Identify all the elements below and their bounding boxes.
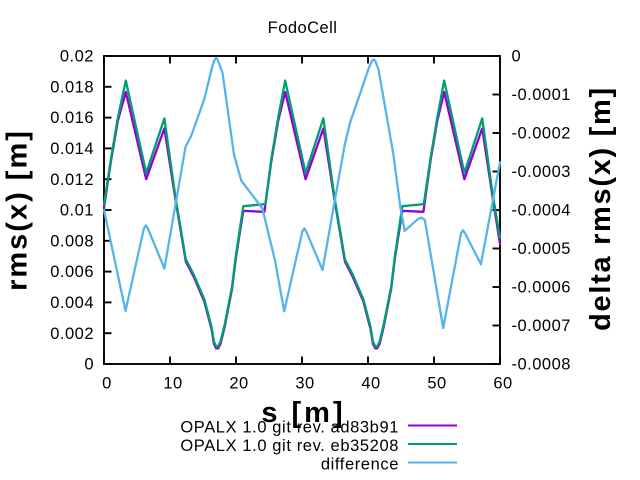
svg-text:40: 40: [361, 375, 380, 393]
svg-text:0.006: 0.006: [50, 263, 94, 281]
svg-text:50: 50: [427, 375, 446, 393]
svg-text:0: 0: [84, 356, 94, 374]
svg-text:0.01: 0.01: [60, 202, 94, 220]
svg-text:delta rms(x) [m]: delta rms(x) [m]: [585, 86, 617, 331]
svg-text:-0.0006: -0.0006: [512, 279, 571, 297]
svg-text:-0.0008: -0.0008: [512, 356, 571, 374]
svg-text:0: 0: [512, 48, 522, 66]
svg-text:0: 0: [102, 375, 112, 393]
svg-text:FodoCell: FodoCell: [268, 19, 338, 37]
svg-text:OPALX 1.0 git rev. ad83b91: OPALX 1.0 git rev. ad83b91: [180, 419, 399, 437]
svg-text:rms(x) [m]: rms(x) [m]: [2, 129, 34, 291]
svg-text:s [m]: s [m]: [261, 397, 345, 429]
svg-text:0.02: 0.02: [60, 48, 94, 66]
svg-text:0.008: 0.008: [50, 232, 94, 250]
svg-text:0.012: 0.012: [50, 171, 94, 189]
svg-text:0.014: 0.014: [50, 140, 94, 158]
svg-text:0.018: 0.018: [50, 78, 94, 96]
svg-text:-0.0003: -0.0003: [512, 163, 571, 181]
svg-text:0.004: 0.004: [50, 294, 94, 312]
svg-text:60: 60: [493, 375, 512, 393]
svg-text:0.016: 0.016: [50, 109, 94, 127]
svg-text:20: 20: [229, 375, 248, 393]
svg-text:-0.0002: -0.0002: [512, 125, 571, 143]
svg-text:10: 10: [163, 375, 182, 393]
svg-text:OPALX 1.0 git rev. eb35208: OPALX 1.0 git rev. eb35208: [180, 437, 399, 455]
svg-text:difference: difference: [321, 456, 399, 474]
svg-text:-0.0004: -0.0004: [512, 202, 571, 220]
svg-text:30: 30: [295, 375, 314, 393]
svg-text:0.002: 0.002: [50, 325, 94, 343]
svg-text:-0.0005: -0.0005: [512, 240, 571, 258]
svg-text:-0.0001: -0.0001: [512, 86, 571, 104]
svg-text:-0.0007: -0.0007: [512, 317, 571, 335]
